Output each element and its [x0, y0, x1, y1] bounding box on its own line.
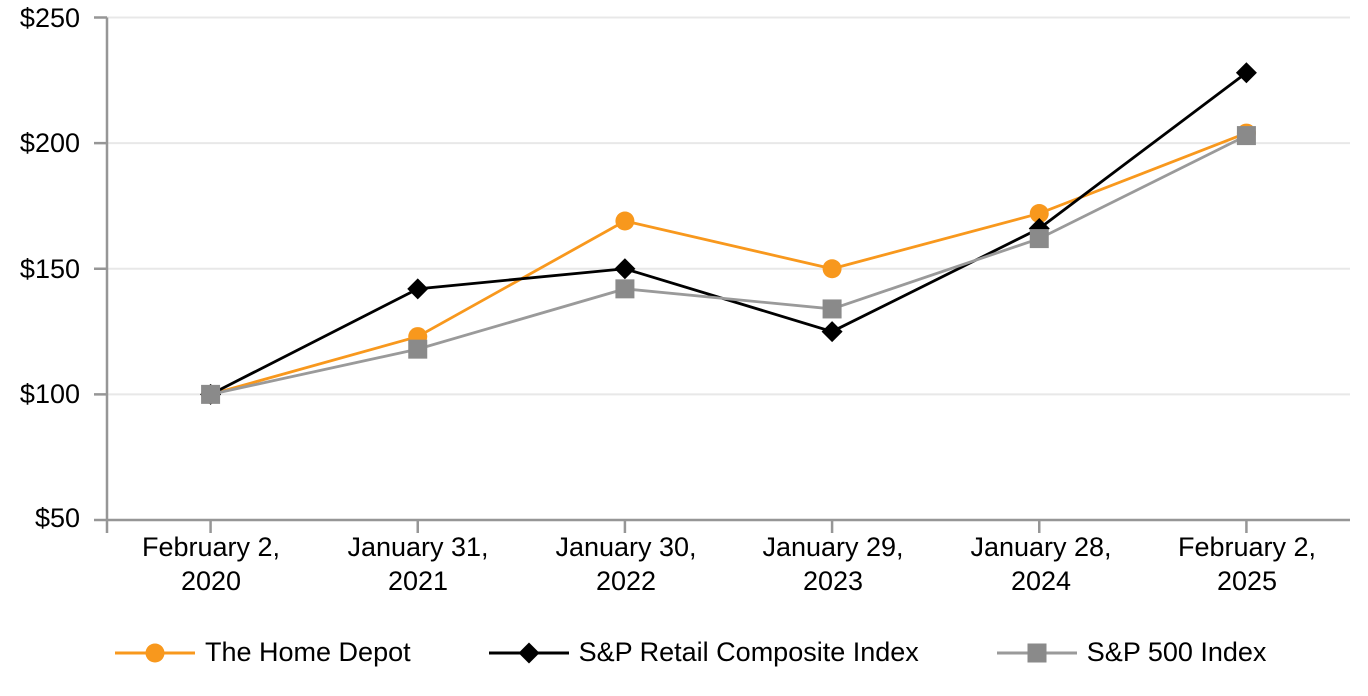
x-axis-label-jan-2022: January 30, 2022 — [555, 532, 697, 596]
data-point-home-depot — [1029, 203, 1049, 223]
data-point-sp-500 — [408, 339, 428, 359]
y-axis-label-200: $200 — [19, 128, 80, 158]
data-point-sp-retail-composite — [407, 278, 429, 300]
data-point-sp-500 — [615, 279, 635, 299]
square-marker-icon — [1027, 643, 1047, 662]
y-axis-label-250: $250 — [19, 3, 80, 33]
data-point-sp-retail-composite — [821, 321, 843, 343]
x-axis-label-jan-2024: January 28, 2024 — [970, 532, 1112, 596]
legend-diamond-marker-icon — [488, 641, 569, 665]
data-point-home-depot — [822, 259, 842, 279]
data-point-sp-500 — [1236, 126, 1256, 146]
legend-circle-marker-icon — [115, 641, 195, 665]
x-axis-label-jan-2023: January 29, 2023 — [762, 532, 904, 596]
data-point-sp-500 — [822, 299, 842, 319]
legend-key-home-depot — [115, 643, 195, 662]
x-axis-label-jan-2021: January 31, 2021 — [347, 532, 489, 596]
legend-item-sp-retail-composite: S&P Retail Composite Index — [488, 637, 919, 668]
legend-key-sp-retail-composite — [488, 642, 569, 663]
legend-item-sp-500: S&P 500 Index — [996, 637, 1267, 668]
x-axis-label-feb-2025: February 2, 2025 — [1177, 532, 1317, 596]
chart-legend: The Home Depot S&P Retail Composite Inde… — [115, 637, 1266, 668]
legend-key-sp-500 — [996, 643, 1077, 662]
diamond-marker-icon — [518, 642, 540, 663]
y-axis-label-50: $50 — [34, 503, 80, 533]
x-axis-label-feb-2020: February 2, 2020 — [141, 532, 281, 596]
data-point-sp-500 — [201, 384, 221, 404]
y-axis-label-100: $100 — [19, 379, 80, 409]
data-point-sp-retail-composite — [1235, 62, 1257, 84]
legend-label-sp-retail-composite: S&P Retail Composite Index — [578, 637, 919, 667]
data-point-home-depot — [615, 211, 635, 231]
series-line-sp-retail-composite — [209, 71, 1248, 396]
legend-item-home-depot: The Home Depot — [115, 637, 411, 668]
legend-label-home-depot: The Home Depot — [205, 637, 411, 667]
data-point-sp-500 — [1029, 229, 1049, 249]
legend-square-marker-icon — [996, 641, 1077, 665]
y-axis-label-150: $150 — [19, 254, 80, 284]
series-line-sp-500 — [210, 134, 1248, 396]
series-line-home-depot — [210, 131, 1247, 396]
circle-marker-icon — [145, 643, 165, 662]
legend-label-sp-500: S&P 500 Index — [1086, 637, 1267, 667]
data-point-sp-retail-composite — [614, 258, 636, 280]
